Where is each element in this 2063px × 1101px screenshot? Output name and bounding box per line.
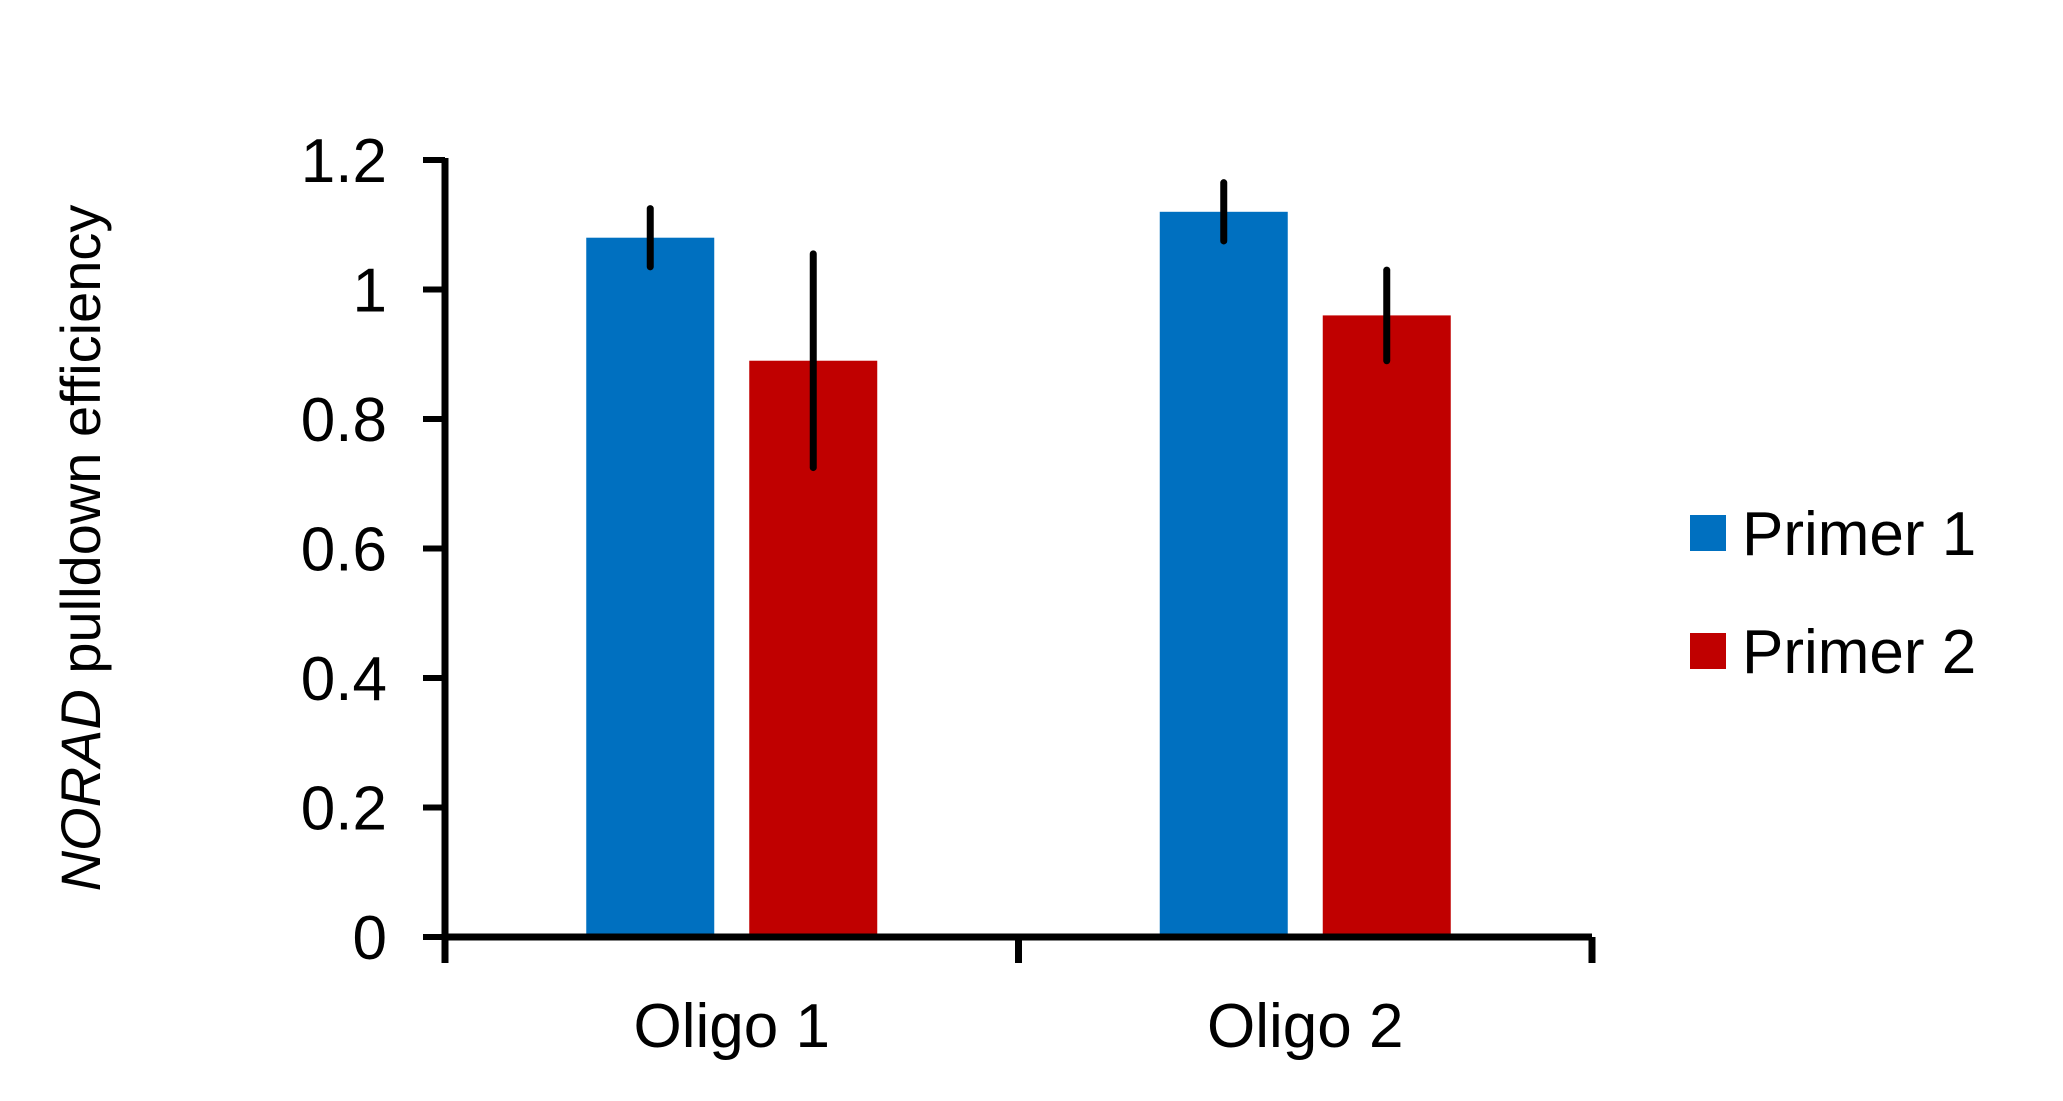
y-axis-label: NORAD pulldown efficiency — [49, 205, 112, 892]
y-tick-label: 0.4 — [301, 645, 387, 714]
y-tick-label: 0.2 — [301, 775, 387, 844]
legend-label-1: Primer 1 — [1742, 500, 1976, 569]
y-axis-label-text: pulldown efficiency — [49, 205, 112, 690]
error-bars-layer — [646, 179, 1391, 472]
bar-1-2 — [1159, 211, 1288, 938]
y-axis-label-italic: NORAD — [49, 689, 112, 891]
y-tick-label: 1.2 — [301, 127, 387, 196]
bars-layer — [586, 211, 1451, 938]
bar-2-2 — [1322, 315, 1451, 937]
y-tick-label: 1 — [353, 257, 387, 326]
x-tick-label: Oligo 2 — [1207, 992, 1403, 1061]
x-tick-label: Oligo 1 — [634, 992, 830, 1061]
y-tick-label: 0.8 — [301, 386, 387, 455]
labels-layer: 0 0.2 0.4 0.6 0.8 1 1.2 Oligo 1 Oligo 2 NORAD pul… — [49, 127, 1403, 1061]
legend-swatch-1 — [1690, 515, 1726, 551]
y-tick-label: 0.6 — [301, 516, 387, 585]
axes-layer — [423, 157, 1596, 963]
bar-1-1 — [586, 237, 715, 937]
legend-swatch-2 — [1690, 633, 1726, 669]
y-tick-label: 0 — [353, 904, 387, 973]
legend: Primer 1 Primer 2 — [1690, 500, 1976, 687]
legend-label-2: Primer 2 — [1742, 618, 1976, 687]
